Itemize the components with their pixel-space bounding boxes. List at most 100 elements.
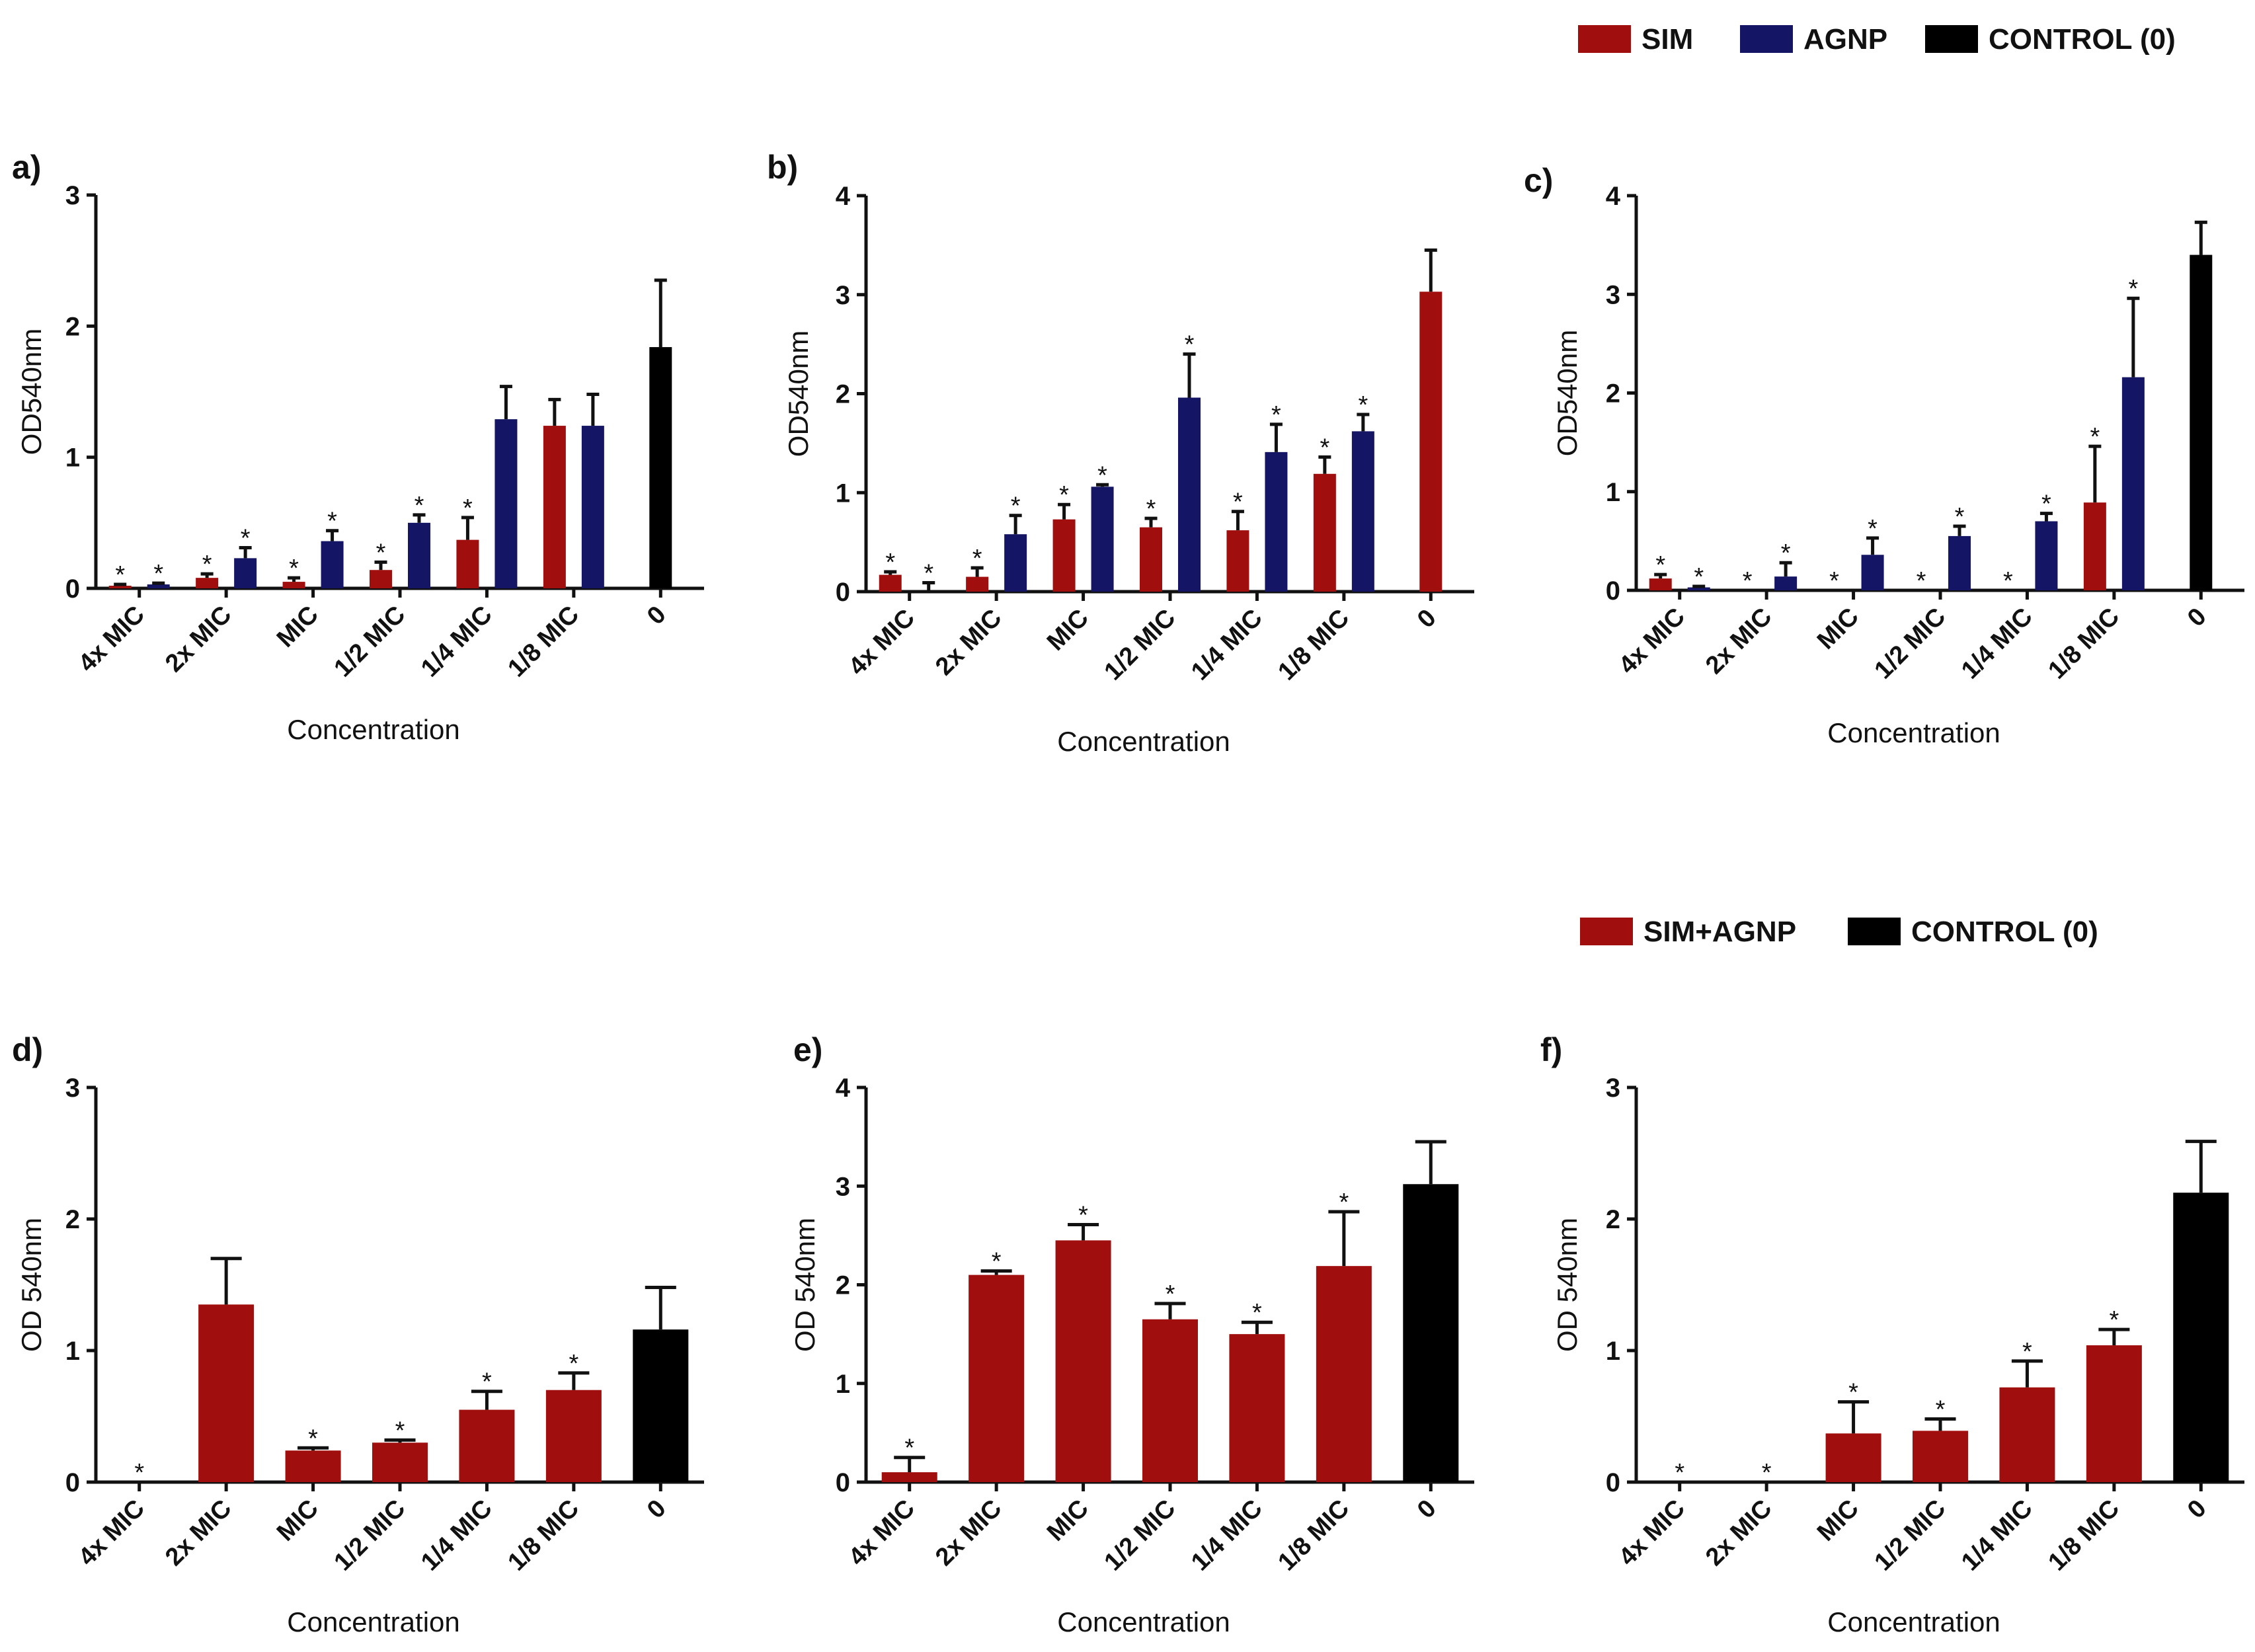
bar-sim-agnp-1-4-mic <box>1229 1334 1285 1482</box>
x-tick-label: 1/4 MIC <box>416 601 498 683</box>
bar-sim-agnp-mic <box>1055 1240 1111 1482</box>
y-tick-label: 1 <box>836 479 850 508</box>
y-tick-label: 2 <box>65 1205 80 1234</box>
significance-star: * <box>1078 1201 1088 1229</box>
bar-sim-2x-mic <box>196 578 219 588</box>
x-axis-title: Concentration <box>1057 1606 1230 1637</box>
significance-star: * <box>308 1425 318 1452</box>
bar-control-0-0 <box>2173 1193 2229 1482</box>
bar-sim-0 <box>1419 292 1443 592</box>
x-tick-label: 1/2 MIC <box>1099 1495 1181 1577</box>
x-axis-title: Concentration <box>1057 726 1230 757</box>
significance-star: * <box>1011 492 1021 520</box>
legend-swatch-agnp <box>1740 25 1793 53</box>
bar-agnp-mic <box>1091 487 1114 592</box>
panel-label: a) <box>12 149 41 186</box>
y-tick-label: 4 <box>1606 182 1621 211</box>
bar-control-0-0 <box>649 347 672 588</box>
significance-star: * <box>2003 567 2013 595</box>
x-tick-label: 1/8 MIC <box>502 601 584 683</box>
legend-swatch-control-0 <box>1848 918 1901 945</box>
significance-star: * <box>1252 1299 1262 1327</box>
panel-label: b) <box>767 149 798 186</box>
bar-agnp-1-4-mic <box>2035 521 2058 590</box>
x-axis-title: Concentration <box>287 1606 460 1637</box>
x-tick-label: MIC <box>272 601 324 653</box>
significance-star: * <box>2090 423 2100 451</box>
significance-star: * <box>1762 1459 1772 1487</box>
bar-sim-agnp-1-4-mic <box>1999 1387 2055 1482</box>
y-axis-title: OD540nm <box>783 331 814 457</box>
y-axis-title: OD 540nm <box>789 1218 820 1352</box>
bar-agnp-1-2-mic <box>1178 397 1201 592</box>
x-tick-label: 2x MIC <box>930 1495 1007 1571</box>
significance-star: * <box>115 561 125 589</box>
significance-star: * <box>327 508 337 535</box>
significance-star: * <box>2041 491 2051 518</box>
legend-bottom: SIM+AGNP CONTROL (0) <box>1580 916 2098 948</box>
bar-control-0-0 <box>633 1329 689 1482</box>
bar-sim-2x-mic <box>966 576 989 592</box>
x-tick-label: MIC <box>1042 604 1094 656</box>
x-axis-title: Concentration <box>1827 717 2000 748</box>
y-tick-label: 0 <box>65 574 80 604</box>
y-tick-label: 1 <box>1606 478 1620 507</box>
panel-label: d) <box>12 1031 43 1068</box>
significance-star: * <box>134 1459 144 1487</box>
significance-star: * <box>1868 515 1878 543</box>
significance-star: * <box>1655 551 1665 579</box>
y-tick-label: 2 <box>1606 379 1620 409</box>
x-tick-label: 1/2 MIC <box>329 1495 411 1577</box>
y-tick-label: 3 <box>65 181 80 210</box>
panel-label: e) <box>793 1031 822 1068</box>
significance-star: * <box>2128 275 2138 303</box>
significance-star: * <box>1829 567 1839 595</box>
panel-label: f) <box>1540 1031 1562 1068</box>
significance-star: * <box>1271 401 1281 429</box>
bar-agnp-1-8-mic <box>581 426 604 588</box>
bar-sim-1-8-mic <box>1313 473 1336 592</box>
bar-sim-1-2-mic <box>370 570 392 588</box>
y-axis-title: OD540nm <box>16 329 47 455</box>
bar-agnp-2x-mic <box>1774 576 1798 590</box>
significance-star: * <box>569 1350 578 1378</box>
significance-star: * <box>1781 539 1791 567</box>
y-tick-label: 0 <box>1606 576 1620 606</box>
bar-agnp-1-4-mic <box>1265 452 1288 592</box>
significance-star: * <box>1675 1459 1684 1487</box>
bar-sim-agnp-1-4-mic <box>459 1409 515 1482</box>
bar-sim-agnp-4x-mic <box>881 1472 937 1482</box>
bar-sim-1-8-mic <box>2083 502 2106 590</box>
panel-a: a) 0 1 2 3 4x MIC 2x MIC MIC 1/2 MIC 1/4 MIC 1/8 M… <box>12 149 704 745</box>
significance-star: * <box>992 1248 1002 1276</box>
bar-sim-agnp-1-8-mic <box>545 1390 602 1482</box>
significance-star: * <box>1185 331 1195 359</box>
significance-star: * <box>924 560 933 588</box>
bar-sim-agnp-1-8-mic <box>2086 1345 2142 1482</box>
x-tick-label: 2x MIC <box>160 1495 237 1571</box>
x-tick-label: MIC <box>272 1495 324 1547</box>
panel-label: c) <box>1524 162 1553 199</box>
bar-sim-agnp-1-8-mic <box>1316 1266 1372 1482</box>
bar-sim-agnp-1-2-mic <box>1913 1431 1968 1482</box>
bar-sim-agnp-1-2-mic <box>372 1442 428 1482</box>
significance-star: * <box>1146 495 1156 523</box>
y-tick-label: 2 <box>65 312 80 341</box>
significance-star: * <box>1097 461 1107 489</box>
bar-sim-1-4-mic <box>456 539 479 588</box>
legend-label-agnp: AGNP <box>1803 23 1887 56</box>
bar-agnp-1-8-mic <box>1351 431 1374 592</box>
bar-sim-4x-mic <box>1649 578 1672 590</box>
y-tick-label: 4 <box>836 182 851 211</box>
y-axis-title: OD 540nm <box>1552 1218 1583 1352</box>
x-tick-label: 1/8 MIC <box>502 1495 584 1577</box>
legend-label-control-0: CONTROL (0) <box>1989 23 2176 56</box>
y-axis-title: OD 540nm <box>16 1218 47 1352</box>
significance-star: * <box>241 525 251 553</box>
bar-sim-agnp-1-2-mic <box>1142 1319 1198 1482</box>
x-tick-label: 1/2 MIC <box>1099 604 1181 686</box>
bar-sim-agnp-mic <box>285 1450 341 1482</box>
x-tick-label: MIC <box>1812 1495 1864 1547</box>
bar-agnp-1-2-mic <box>408 522 430 588</box>
significance-star: * <box>1358 391 1368 419</box>
